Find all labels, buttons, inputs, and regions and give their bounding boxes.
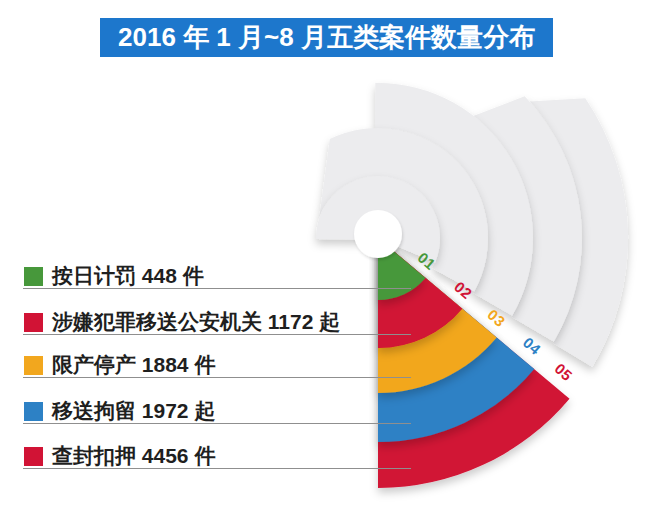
center-hole — [354, 210, 402, 258]
infographic-page: 2016 年 1 月~8 月五类案件数量分布 0102030405 按日计罚 4… — [0, 0, 646, 525]
ring-tag-05: 05 — [551, 360, 576, 384]
fan-chart: 0102030405 — [0, 0, 646, 525]
ring-tag-04: 04 — [520, 334, 545, 359]
